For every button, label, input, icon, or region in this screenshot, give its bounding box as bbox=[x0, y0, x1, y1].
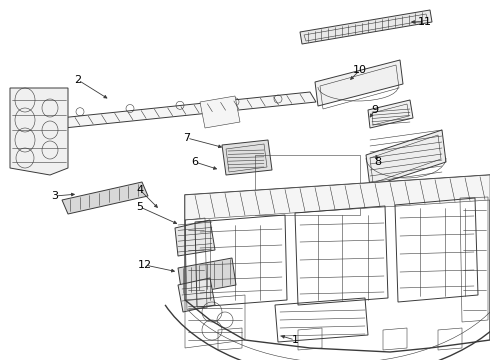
Polygon shape bbox=[300, 10, 432, 44]
Text: 2: 2 bbox=[74, 75, 81, 85]
Text: 5: 5 bbox=[137, 202, 144, 212]
Polygon shape bbox=[368, 100, 413, 128]
Text: 12: 12 bbox=[138, 260, 152, 270]
Polygon shape bbox=[178, 278, 215, 312]
Polygon shape bbox=[222, 140, 272, 175]
Text: 6: 6 bbox=[192, 157, 198, 167]
Polygon shape bbox=[178, 258, 236, 295]
Text: 1: 1 bbox=[292, 335, 298, 345]
Polygon shape bbox=[200, 96, 240, 128]
Polygon shape bbox=[315, 60, 403, 106]
Text: 10: 10 bbox=[353, 65, 367, 75]
Text: 7: 7 bbox=[183, 133, 191, 143]
Polygon shape bbox=[10, 88, 68, 175]
Polygon shape bbox=[60, 92, 316, 128]
Text: 3: 3 bbox=[51, 191, 58, 201]
Polygon shape bbox=[175, 220, 215, 256]
Text: 8: 8 bbox=[374, 157, 382, 167]
Polygon shape bbox=[62, 182, 148, 214]
Text: 11: 11 bbox=[418, 17, 432, 27]
Text: 9: 9 bbox=[371, 105, 379, 115]
Text: 4: 4 bbox=[136, 185, 144, 195]
Polygon shape bbox=[366, 130, 446, 187]
Polygon shape bbox=[185, 175, 490, 220]
